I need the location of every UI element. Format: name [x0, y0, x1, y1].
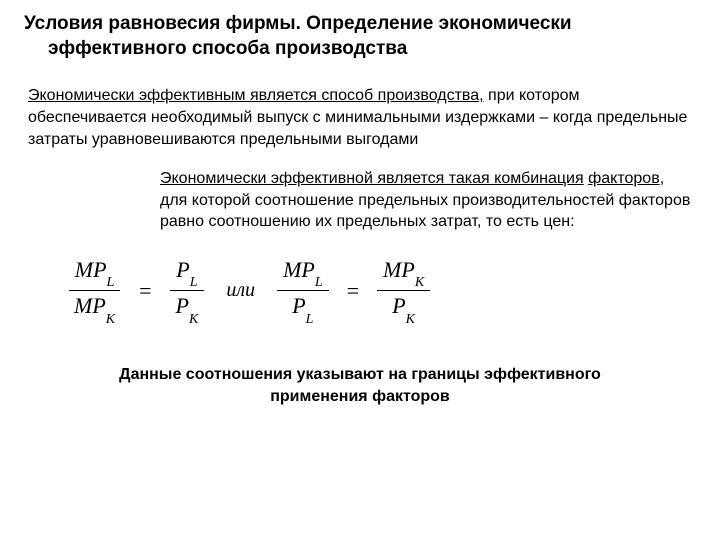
equals-2: = [347, 278, 359, 304]
frac1-num-sub: L [107, 275, 115, 290]
frac4-num-main: MP [383, 257, 415, 282]
fraction-1: MPL MPK [68, 257, 121, 324]
frac2-den-main: P [176, 293, 189, 318]
frac4-den-sub: K [406, 312, 415, 327]
or-text: или [222, 279, 259, 302]
equation-block: MPL MPK = PL PK или MPL PL = MPK PK [20, 257, 700, 324]
frac1-num-main: MP [75, 257, 107, 282]
paragraph-1: Экономически эффективным является способ… [20, 85, 700, 150]
paragraph-3: Данные соотношения указывают на границы … [20, 364, 700, 407]
frac2-num-sub: L [190, 275, 198, 290]
frac3-num-sub: L [315, 275, 323, 290]
frac1-den-main: MP [74, 293, 106, 318]
para2-underlined-2: факторов [588, 170, 660, 187]
equals-1: = [139, 278, 151, 304]
frac2-num-main: P [176, 257, 189, 282]
frac3-den-main: P [292, 293, 305, 318]
frac1-den-sub: K [106, 312, 115, 327]
frac2-den-sub: K [189, 312, 198, 327]
title-line2: эффективного способа производства [24, 37, 700, 62]
frac3-num-main: MP [283, 257, 315, 282]
paragraph-2: Экономически эффективной является такая … [20, 168, 700, 233]
para1-underlined: Экономически эффективным является способ… [28, 87, 484, 104]
frac4-den-main: P [392, 293, 405, 318]
slide-title: Условия равновесия фирмы. Определение эк… [20, 12, 700, 61]
frac4-num-sub: K [415, 275, 424, 290]
fraction-3: MPL PL [277, 257, 329, 324]
para2-underlined-1: Экономически эффективной является такая … [160, 170, 584, 187]
title-line1: Условия равновесия фирмы. Определение эк… [24, 12, 700, 37]
fraction-4: MPK PK [377, 257, 430, 324]
fraction-2: PL PK [170, 257, 205, 324]
frac3-den-sub: L [306, 312, 314, 327]
